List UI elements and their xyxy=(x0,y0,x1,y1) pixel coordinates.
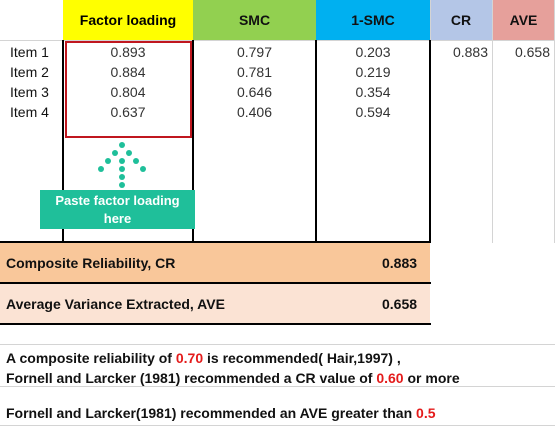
ave-recommendation-note: Fornell and Larcker(1981) recommended an… xyxy=(6,405,436,421)
factor-loading-selection[interactable] xyxy=(65,41,192,138)
item-row: Item 3 0.804 0.646 0.354 xyxy=(0,82,430,102)
cr-value-cell[interactable]: 0.883 xyxy=(452,44,488,60)
item-label: Item 4 xyxy=(10,104,49,120)
cr-summary-value: 0.883 xyxy=(382,255,418,271)
dotted-arrow-up-icon xyxy=(95,140,155,192)
one-minus-smc-cell[interactable]: 0.203 xyxy=(355,44,391,60)
ave-summary-value: 0.658 xyxy=(382,296,418,312)
one-minus-smc-cell[interactable]: 0.594 xyxy=(355,104,391,120)
ave-value-cell[interactable]: 0.658 xyxy=(514,44,550,60)
red-threshold: 0.70 xyxy=(175,350,204,366)
header-factor-loading[interactable]: Factor loading xyxy=(63,0,193,40)
item-row: Item 4 0.637 0.406 0.594 xyxy=(0,102,430,122)
gridline xyxy=(492,0,493,243)
item-label: Item 1 xyxy=(10,44,49,60)
paste-hint-line1: Paste factor loading xyxy=(55,193,180,208)
column-border xyxy=(62,40,64,243)
header-smc[interactable]: SMC xyxy=(193,0,316,40)
loading-cell[interactable]: 0.804 xyxy=(110,84,146,100)
smc-cell[interactable]: 0.406 xyxy=(236,104,273,120)
cr-recommendation-note-2: Fornell and Larcker (1981) recommended a… xyxy=(6,370,460,386)
red-threshold: 0.60 xyxy=(376,370,404,386)
loading-cell[interactable]: 0.893 xyxy=(110,44,146,60)
row-border xyxy=(0,282,431,284)
smc-cell[interactable]: 0.646 xyxy=(236,84,273,100)
paste-hint-line2: here xyxy=(103,211,132,226)
loading-cell[interactable]: 0.884 xyxy=(110,64,146,80)
gridline xyxy=(0,425,555,426)
loading-cell[interactable]: 0.637 xyxy=(110,104,146,120)
item-row: Item 2 0.884 0.781 0.219 xyxy=(0,62,430,82)
header-cr[interactable]: CR xyxy=(430,0,492,40)
cr-summary-label: Composite Reliability, CR xyxy=(6,255,176,271)
ave-summary-label: Average Variance Extracted, AVE xyxy=(6,296,225,312)
smc-cell[interactable]: 0.797 xyxy=(236,44,273,60)
gridline xyxy=(0,386,555,387)
item-label: Item 3 xyxy=(10,84,49,100)
cr-recommendation-note-1: A composite reliability of 0.70 is recom… xyxy=(6,350,401,366)
one-minus-smc-cell[interactable]: 0.219 xyxy=(355,64,391,80)
paste-factor-loading-box[interactable]: Paste factor loading here xyxy=(40,190,195,229)
cr-summary-row[interactable]: Composite Reliability, CR 0.883 xyxy=(0,243,430,283)
column-border xyxy=(315,40,317,243)
ave-summary-row[interactable]: Average Variance Extracted, AVE 0.658 xyxy=(0,284,430,324)
table-border xyxy=(0,241,431,243)
red-threshold: 0.5 xyxy=(416,405,436,421)
gridline xyxy=(0,40,555,41)
item-label: Item 2 xyxy=(10,64,49,80)
column-border xyxy=(429,40,431,243)
column-border xyxy=(192,40,194,243)
row-border xyxy=(0,323,431,325)
header-one-minus-smc[interactable]: 1-SMC xyxy=(316,0,430,40)
item-row: Item 1 0.893 0.797 0.203 xyxy=(0,42,430,62)
gridline xyxy=(0,344,555,345)
header-ave[interactable]: AVE xyxy=(492,0,555,40)
one-minus-smc-cell[interactable]: 0.354 xyxy=(355,84,391,100)
smc-cell[interactable]: 0.781 xyxy=(236,64,273,80)
